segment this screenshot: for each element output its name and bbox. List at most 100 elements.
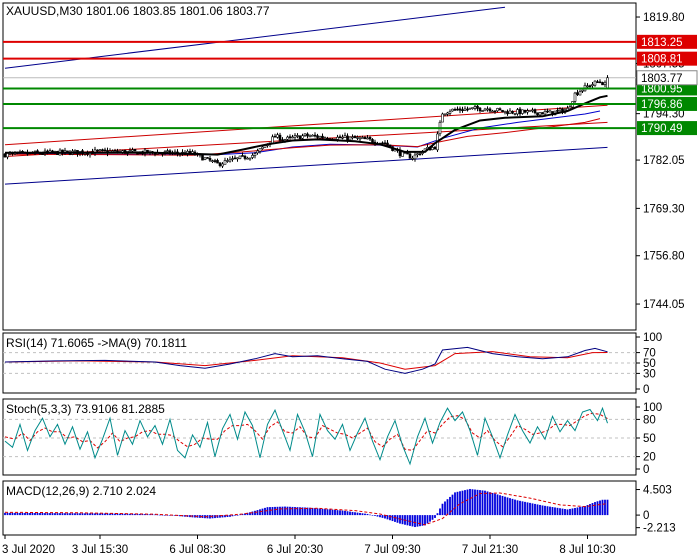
macd-histogram-bar [396, 515, 399, 523]
macd-histogram-bar [214, 515, 216, 519]
candle-body [548, 110, 552, 113]
macd-histogram-bar [586, 505, 589, 516]
macd-histogram-bar [601, 499, 604, 516]
macd-histogram-bar [16, 512, 19, 516]
macd-histogram-bar [59, 513, 61, 516]
macd-histogram-bar [86, 513, 89, 516]
macd-histogram-bar [151, 514, 154, 516]
macd-histogram-bar [269, 507, 271, 516]
macd-histogram-bar [124, 513, 126, 516]
macd-histogram-bar [99, 513, 101, 516]
candle-body [103, 149, 107, 152]
stoch-d-line [4, 412, 608, 451]
candle-body [458, 108, 462, 111]
candle-body [488, 108, 492, 112]
candle-body [546, 110, 549, 113]
macd-histogram-bar [331, 509, 334, 516]
macd-histogram-bar [64, 513, 66, 516]
macd-histogram-bar [116, 513, 119, 516]
macd-histogram-bar [24, 512, 26, 516]
macd-histogram-bar [449, 496, 451, 516]
macd-histogram-bar [394, 515, 396, 522]
candle-body [556, 110, 559, 112]
price-level-label-box [637, 51, 697, 66]
macd-histogram-bar [244, 513, 246, 516]
candle-body [588, 85, 592, 87]
macd-histogram-bar [94, 513, 96, 516]
macd-histogram-bar [339, 510, 341, 516]
time-axis-label: 3 Jul 2020 [2, 544, 55, 556]
macd-histogram-bar [526, 502, 529, 516]
macd-histogram-bar [121, 513, 124, 516]
macd-histogram-bar [286, 506, 289, 516]
macd-histogram-bar [551, 507, 554, 516]
macd-histogram-bar [249, 512, 251, 516]
candle-body [601, 82, 604, 86]
macd-histogram-bar [599, 500, 601, 516]
macd-histogram-bar [444, 501, 446, 516]
candle-body [363, 137, 367, 140]
macd-histogram-bar [236, 515, 239, 516]
candle-body [236, 157, 239, 160]
candle-body [353, 135, 357, 139]
candle-body [498, 108, 502, 111]
macd-histogram-bar [596, 501, 599, 516]
candle-body [441, 113, 444, 123]
candle-body [3, 153, 7, 158]
candle-body [473, 106, 477, 109]
price-level-label: 1813.25 [641, 37, 683, 49]
macd-histogram-bar [604, 499, 606, 516]
candle-body [381, 142, 384, 145]
macd-histogram-bar [9, 512, 11, 516]
macd-histogram-bar [136, 513, 139, 516]
macd-histogram-bar [6, 512, 9, 516]
macd-histogram-bar [229, 515, 231, 517]
candle-body [206, 157, 209, 159]
macd-histogram-bar [384, 515, 386, 519]
candle-body [416, 153, 419, 156]
macd-histogram-bar [241, 513, 244, 516]
candle-body [366, 137, 369, 140]
candle-body [358, 137, 362, 140]
macd-histogram-bar [291, 506, 294, 516]
macd-histogram-bar [476, 489, 479, 516]
time-axis-label: 3 Jul 15:30 [72, 544, 128, 556]
macd-histogram-bar [91, 513, 94, 516]
macd-histogram-bar [416, 515, 419, 527]
candle-body [558, 108, 562, 111]
macd-histogram-bar [564, 509, 566, 516]
candle-body [586, 85, 589, 88]
candle-body [301, 135, 304, 139]
macd-histogram-bar [299, 507, 301, 516]
stoch-axis-label: 0 [643, 464, 649, 476]
macd-histogram-bar [436, 513, 439, 516]
price-level-label: 1790.49 [641, 123, 683, 135]
macd-histogram-bar [129, 513, 131, 516]
candle-body [356, 137, 359, 139]
candle-body [543, 111, 547, 115]
candle-body [258, 148, 262, 152]
macd-histogram-bar [576, 507, 579, 516]
macd-histogram-bar [11, 512, 14, 516]
candle-body [486, 108, 489, 111]
macd-histogram-bar [316, 508, 319, 516]
time-axis-label: 7 Jul 21:30 [462, 544, 518, 556]
macd-histogram-bar [584, 506, 586, 516]
time-axis-label: 7 Jul 09:30 [364, 544, 420, 556]
candle-body [226, 160, 229, 162]
macd-histogram-bar [381, 515, 384, 518]
macd-histogram-bar [34, 512, 36, 516]
candle-body [456, 108, 459, 111]
macd-histogram-bar [324, 509, 326, 516]
candle-body [593, 80, 597, 86]
macd-histogram-bar [311, 507, 314, 516]
macd-signal-line [4, 492, 608, 526]
candle-body [288, 136, 292, 138]
candle-body [113, 150, 117, 152]
macd-histogram-bar [391, 515, 394, 522]
candle-body [481, 110, 484, 112]
candle-body [321, 135, 324, 139]
macd-histogram-bar [81, 513, 84, 516]
price-axis-label: 1819.80 [643, 12, 685, 24]
trend-channel-blue-line [4, 146, 608, 185]
